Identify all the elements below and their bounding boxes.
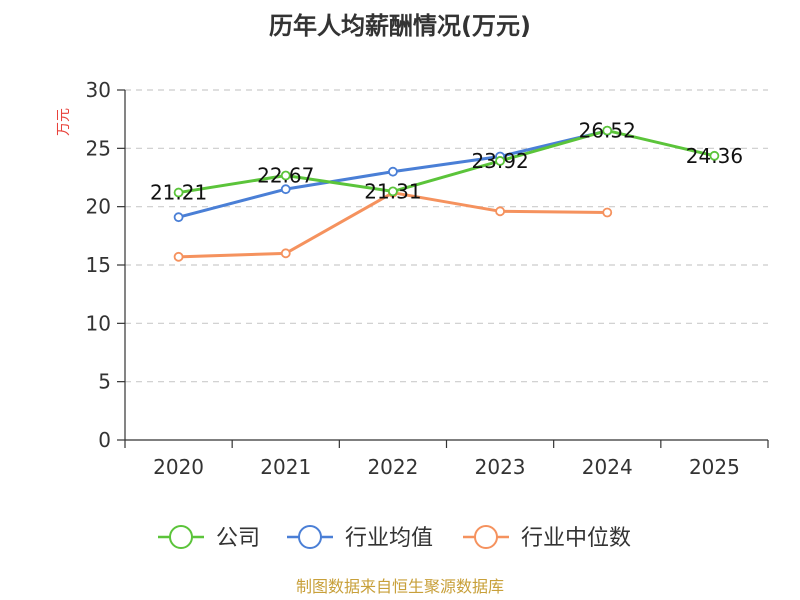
data-point — [495, 156, 505, 166]
y-tick-label: 0 — [98, 428, 111, 452]
data-point — [602, 125, 613, 136]
legend-label: 行业均值 — [345, 526, 433, 551]
data-point — [280, 248, 291, 259]
legend-marker — [474, 525, 498, 549]
legend-label: 行业中位数 — [521, 526, 631, 551]
data-point — [280, 184, 291, 195]
y-tick-label: 25 — [86, 136, 111, 160]
data-point — [173, 212, 184, 223]
y-tick-label: 30 — [86, 78, 111, 102]
x-tick-label: 2020 — [153, 455, 204, 479]
x-tick-label: 2023 — [475, 455, 526, 479]
y-tick-label: 10 — [86, 311, 111, 335]
x-tick-label: 2025 — [689, 455, 740, 479]
data-point — [495, 206, 505, 217]
data-labels: 21.21 22.67 21.31 23.92 26.52 24.36 — [150, 119, 743, 205]
source-note: 制图数据来自恒生聚源数据库 — [296, 577, 504, 596]
data-point — [280, 170, 291, 181]
x-tick-label: 2021 — [260, 455, 311, 479]
series-group — [173, 125, 720, 262]
legend: 公司 行业均值 行业中位数 — [158, 525, 631, 551]
data-point — [709, 150, 720, 161]
data-point — [173, 187, 184, 198]
data-point — [388, 186, 398, 197]
y-axis-label: 万元 — [56, 108, 72, 136]
gridlines — [125, 89, 768, 383]
data-label: 23.92 — [471, 149, 528, 173]
data-label: 24.36 — [686, 144, 743, 168]
data-label: 22.67 — [257, 164, 314, 188]
x-tick-label: 2022 — [367, 455, 418, 479]
data-label: 21.21 — [150, 181, 207, 205]
y-tick-label: 15 — [86, 253, 111, 277]
data-point — [388, 166, 398, 177]
data-label: 21.31 — [364, 179, 421, 203]
data-point — [602, 207, 613, 218]
legend-marker — [169, 525, 193, 549]
chart-title: 历年人均薪酬情况(万元) — [269, 12, 531, 40]
y-tick-label: 20 — [86, 195, 111, 219]
data-label: 26.52 — [579, 119, 636, 143]
series-line-0 — [178, 129, 715, 195]
legend-label: 公司 — [216, 526, 260, 551]
legend-marker — [298, 525, 322, 549]
x-tick-label: 2024 — [582, 455, 633, 479]
y-tick-label: 5 — [98, 370, 111, 394]
data-point — [173, 251, 184, 262]
